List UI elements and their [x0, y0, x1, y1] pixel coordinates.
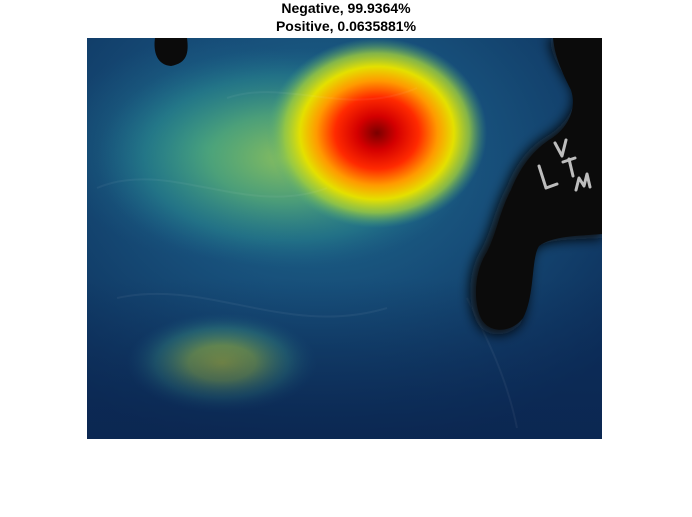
heatmap-overlay-svg: [87, 38, 602, 439]
mask-region-top: [154, 38, 188, 66]
title-classification-positive: Positive, 0.0635881%: [275, 18, 417, 34]
mask-region-right-core: [475, 38, 602, 330]
title-classification-negative: Negative, 99.9364%: [281, 0, 411, 16]
heatmap-image-axes: [87, 38, 602, 439]
heat-region-hotspot: [267, 38, 487, 228]
hand-drawn-letters-icon: [537, 138, 592, 192]
